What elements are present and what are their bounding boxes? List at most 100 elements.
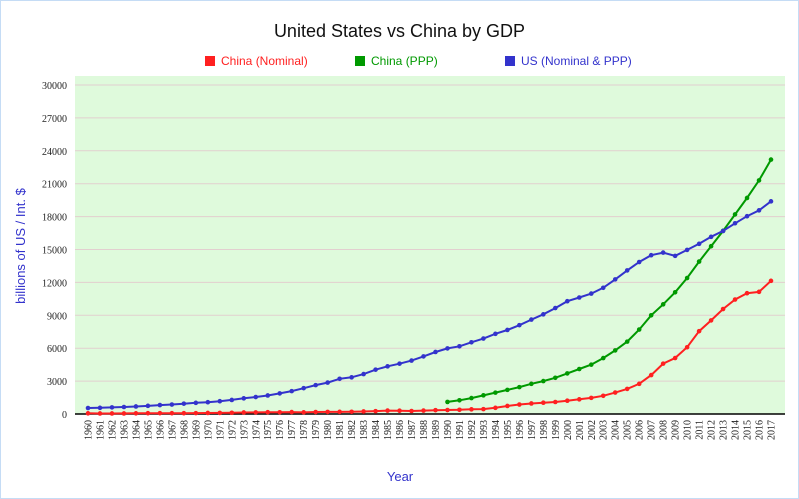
- legend-label: US (Nominal & PPP): [521, 54, 632, 68]
- data-point: [648, 252, 654, 258]
- data-point: [349, 375, 354, 380]
- data-point: [624, 339, 630, 344]
- x-tick-label: 2016: [755, 420, 766, 440]
- data-point: [445, 346, 450, 351]
- x-tick-label: 1983: [359, 420, 370, 440]
- x-tick-label: 1990: [443, 420, 454, 440]
- data-point: [193, 410, 199, 416]
- y-tick-label: 30000: [42, 81, 67, 92]
- data-point: [325, 409, 330, 415]
- data-point: [541, 312, 546, 317]
- data-point: [600, 285, 606, 291]
- data-point: [157, 410, 163, 416]
- x-tick-label: 2004: [611, 420, 622, 440]
- data-point: [588, 362, 594, 367]
- data-point: [505, 387, 510, 393]
- y-tick-label: 24000: [42, 147, 67, 158]
- data-point: [253, 394, 259, 400]
- data-point: [553, 399, 558, 405]
- data-point: [696, 241, 702, 247]
- data-point: [121, 411, 127, 416]
- legend-item-us[interactable]: US (Nominal & PPP): [505, 54, 632, 68]
- y-tick-label: 18000: [42, 213, 67, 224]
- x-tick-label: 1998: [539, 420, 550, 440]
- data-point: [385, 408, 390, 413]
- data-point: [660, 302, 666, 307]
- y-tick-label: 3000: [47, 377, 67, 388]
- legend-item-china-nominal[interactable]: China (Nominal): [205, 54, 308, 68]
- data-point: [517, 322, 522, 328]
- x-tick-label: 2005: [623, 420, 634, 440]
- data-point: [708, 318, 714, 323]
- data-point: [768, 199, 774, 204]
- x-tick-label: 2009: [671, 420, 682, 440]
- data-point: [457, 407, 462, 413]
- chart-title: United States vs China by GDP: [273, 21, 526, 41]
- data-point: [493, 405, 498, 411]
- data-point: [648, 313, 654, 318]
- x-tick-label: 1991: [455, 420, 466, 440]
- data-point: [684, 247, 690, 253]
- x-tick-label: 1992: [467, 420, 478, 440]
- data-point: [529, 317, 534, 322]
- data-point: [720, 228, 726, 234]
- data-point: [397, 408, 402, 413]
- x-tick-label: 2017: [767, 420, 778, 440]
- data-point: [505, 327, 510, 333]
- y-tick-label: 6000: [47, 344, 67, 355]
- x-tick-label: 1961: [95, 420, 106, 440]
- data-point: [133, 404, 139, 409]
- data-point: [181, 401, 187, 406]
- data-point: [361, 409, 366, 414]
- x-tick-label: 1962: [107, 420, 118, 440]
- data-point: [672, 289, 678, 295]
- data-point: [481, 406, 486, 412]
- data-point: [756, 289, 762, 295]
- data-point: [768, 278, 774, 284]
- x-tick-label: 2003: [599, 420, 610, 440]
- data-point: [373, 408, 378, 414]
- data-point: [469, 339, 474, 345]
- data-point: [636, 259, 642, 265]
- x-tick-label: 1966: [155, 420, 166, 440]
- y-tick-label: 9000: [47, 311, 67, 322]
- data-point: [229, 397, 235, 403]
- x-tick-label: 1988: [419, 420, 430, 440]
- x-tick-label: 2001: [575, 420, 586, 440]
- x-tick-label: 1974: [251, 420, 262, 440]
- data-point: [145, 403, 151, 409]
- y-tick-label: 0: [62, 410, 67, 421]
- data-point: [744, 195, 750, 201]
- data-point: [541, 378, 546, 384]
- legend-label: China (Nominal): [221, 54, 308, 68]
- series-line-us-nominal-ppp-: [87, 200, 772, 409]
- data-point: [289, 409, 295, 415]
- x-tick-label: 2010: [683, 420, 694, 440]
- data-point: [481, 336, 486, 341]
- y-tick-label: 27000: [42, 114, 67, 125]
- data-point: [409, 408, 414, 414]
- y-tick-label: 12000: [42, 278, 67, 289]
- series-line-china-ppp-: [447, 159, 772, 403]
- data-point: [97, 411, 103, 416]
- data-point: [133, 411, 139, 416]
- x-tick-label: 1965: [143, 420, 154, 440]
- data-point: [612, 277, 618, 282]
- x-tick-label: 1982: [347, 420, 358, 440]
- legend-item-china-ppp[interactable]: China (PPP): [355, 54, 438, 68]
- data-point: [301, 385, 306, 391]
- data-point: [109, 411, 115, 416]
- data-point: [600, 355, 606, 361]
- data-point: [553, 375, 558, 381]
- data-point: [529, 401, 534, 406]
- x-tick-label: 1960: [84, 420, 95, 440]
- data-point: [337, 376, 342, 382]
- data-point: [493, 331, 498, 337]
- data-point: [421, 408, 426, 413]
- data-point: [517, 384, 522, 390]
- x-tick-label: 1973: [239, 420, 250, 440]
- series-line-china-nominal-: [87, 280, 772, 415]
- data-point: [744, 213, 750, 219]
- data-point: [624, 268, 630, 273]
